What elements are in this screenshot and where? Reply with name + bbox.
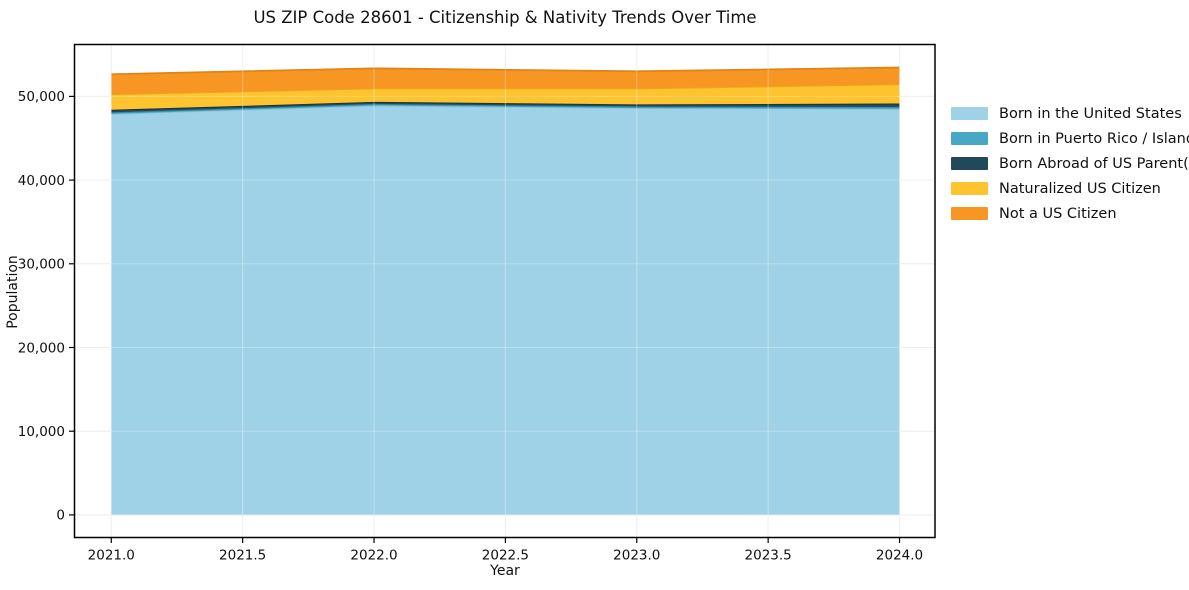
legend-label: Born in the United States <box>999 105 1182 122</box>
legend-swatch <box>951 157 988 170</box>
legend-item: Born in the United States <box>951 101 1189 126</box>
x-tick-label: 2023.0 <box>613 548 660 564</box>
legend-label: Not a US Citizen <box>999 205 1117 222</box>
y-tick-label: 20,000 <box>18 340 65 356</box>
y-tick-label: 40,000 <box>18 173 65 189</box>
legend-item: Born in Puerto Rico / Islands <box>951 126 1189 151</box>
legend-swatch <box>951 182 988 195</box>
y-tick-label: 0 <box>56 508 65 524</box>
y-tick-label: 10,000 <box>18 424 65 440</box>
x-tick-label: 2023.5 <box>745 548 792 564</box>
legend: Born in the United States Born in Puerto … <box>951 101 1189 226</box>
area-band <box>111 67 900 95</box>
x-tick-label: 2024.0 <box>876 548 923 564</box>
area-band-edge <box>111 66 900 76</box>
legend-label: Born in Puerto Rico / Islands <box>999 130 1189 147</box>
area-band <box>111 105 900 515</box>
legend-swatch <box>951 207 988 220</box>
legend-item: Naturalized US Citizen <box>951 176 1189 201</box>
chart-title: US ZIP Code 28601 - Citizenship & Nativi… <box>253 8 757 27</box>
legend-item: Born Abroad of US Parent(s) <box>951 151 1189 176</box>
y-tick-label: 50,000 <box>18 89 65 105</box>
legend-label: Born Abroad of US Parent(s) <box>999 155 1189 172</box>
x-tick-label: 2021.5 <box>219 548 266 564</box>
x-tick-label: 2021.0 <box>88 548 135 564</box>
legend-item: Not a US Citizen <box>951 201 1189 226</box>
legend-label: Naturalized US Citizen <box>999 180 1161 197</box>
axes-spines <box>73 43 936 539</box>
x-tick-label: 2022.5 <box>482 548 529 564</box>
y-tick-label: 30,000 <box>18 257 65 273</box>
x-axis-label: Year <box>490 563 520 579</box>
x-tick-label: 2022.0 <box>350 548 397 564</box>
legend-swatch <box>951 107 988 120</box>
legend-swatch <box>951 132 988 145</box>
